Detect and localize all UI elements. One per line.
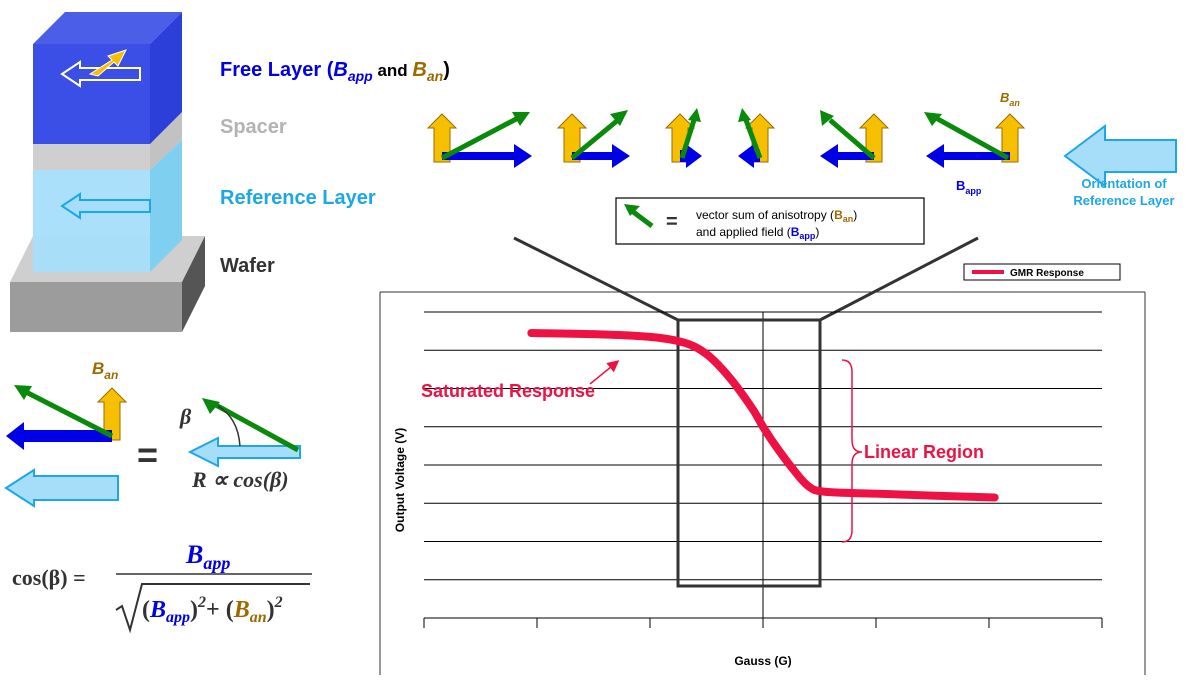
vector-row: [426, 108, 1026, 168]
diagram-equals: =: [137, 434, 158, 475]
legend-label: GMR Response: [1010, 268, 1084, 279]
saturated-pointer: [589, 360, 620, 385]
sqrt-symbol: [115, 583, 310, 634]
x-axis-label: Gauss (G): [734, 654, 791, 668]
free-layer-block: [33, 12, 182, 144]
vector-group-4: [738, 108, 776, 168]
wafer-label: Wafer: [220, 255, 275, 277]
resistance-relation: R ∝ cos(β): [191, 467, 289, 492]
x-ticks: [423, 618, 1103, 628]
formula-denominator: (Bapp)2+ (Ban)2: [142, 594, 283, 626]
orientation-label-line2: Reference Layer: [1073, 193, 1174, 208]
chart-legend: GMR Response: [963, 263, 1121, 281]
gmr-chart: GMR Response Gauss (G) Output Voltage (V…: [379, 263, 1146, 675]
zoom-line-right: [819, 236, 979, 322]
vector-group-2: [556, 110, 630, 168]
saturated-response-label: Saturated Response: [421, 381, 595, 401]
orientation-label-line1: Orientation of: [1081, 176, 1167, 191]
legend-line1: vector sum of anisotropy (Ban): [696, 208, 857, 224]
spacer-label: Spacer: [220, 116, 287, 138]
bapp-top-label: Bapp: [956, 178, 982, 196]
ban-top-label: Ban: [1000, 90, 1020, 108]
anisotropy-arrow-icon: [88, 49, 127, 77]
resistance-diagram: [4, 385, 301, 508]
zoom-line-left: [513, 236, 679, 322]
vector-sum-legend: = vector sum of anisotropy (Ban) and app…: [615, 197, 925, 245]
reference-layer-label: Reference Layer: [220, 187, 376, 209]
formula-numerator: Bapp: [185, 540, 230, 573]
vector-group-3: [664, 108, 702, 168]
legend-line2: and applied field (Bapp): [696, 225, 819, 241]
legend-equals: =: [666, 211, 678, 233]
y-axis-label: Output Voltage (V): [393, 428, 407, 532]
cosine-formula: cos(β) = Bapp (Bapp)2+ (Ban)2: [12, 540, 312, 634]
linear-region-box: [676, 318, 822, 588]
linear-region-brace: [841, 359, 863, 543]
orientation-arrow-icon: [1063, 124, 1177, 188]
layer-stack: [10, 12, 205, 332]
free-layer-label: Free Layer (Bapp and Ban): [220, 59, 450, 84]
ban-bottom-label: Ban: [92, 359, 118, 382]
vector-group-1: [426, 112, 532, 168]
gmr-response-line: [527, 329, 999, 502]
linear-region-label: Linear Region: [864, 442, 984, 462]
vector-group-6: [924, 112, 1026, 168]
reference-layer-arrow-icon: [60, 192, 151, 220]
vector-group-5: [820, 110, 890, 168]
beta-label: β: [179, 404, 192, 429]
formula-lhs: cos(β) =: [12, 565, 86, 590]
